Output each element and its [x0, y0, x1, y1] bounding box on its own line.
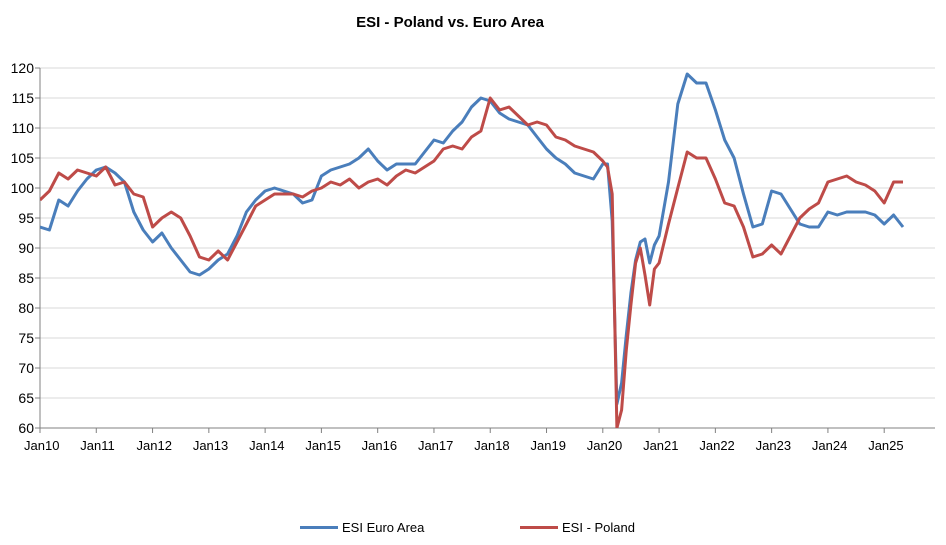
chart-title: ESI - Poland vs. Euro Area	[356, 14, 544, 31]
x-tick-label: Jan14	[249, 438, 284, 453]
x-tick-label: Jan15	[305, 438, 340, 453]
y-tick-label: 60	[18, 420, 34, 436]
x-tick-label: Jan24	[812, 438, 847, 453]
legend: ESI Euro Area ESI - Poland	[0, 520, 946, 540]
legend-swatch-poland	[520, 526, 558, 529]
axes	[39, 68, 935, 429]
y-tick-label: 115	[12, 90, 35, 106]
x-tick-label: Jan19	[531, 438, 566, 453]
x-tick-label: Jan20	[587, 438, 622, 453]
y-tick-label: 120	[11, 60, 35, 76]
x-tick-labels: Jan10 Jan11 Jan12 Jan13 Jan14 Jan15 Jan16 Jan17…	[24, 428, 904, 453]
x-tick-label: Jan12	[137, 438, 172, 453]
y-tick-label: 75	[18, 330, 34, 346]
y-tick-label: 95	[18, 210, 34, 226]
y-tick-labels: 60 65 70 75 80 85 90 95 100 105 110 115 120	[11, 60, 35, 436]
x-tick-label: Jan17	[418, 438, 453, 453]
x-tick-label: Jan25	[868, 438, 903, 453]
series-line-esi-poland	[40, 96, 903, 428]
x-tick-label: Jan22	[699, 438, 734, 453]
legend-label-euro-area: ESI Euro Area	[342, 520, 425, 535]
legend-swatch-euro-area	[300, 526, 338, 529]
legend-item-euro-area: ESI Euro Area	[300, 520, 424, 535]
y-tick-label: 105	[11, 150, 35, 166]
x-tick-label: Jan16	[362, 438, 397, 453]
legend-label-poland: ESI - Poland	[562, 520, 635, 535]
y-tick-label: 90	[18, 240, 34, 256]
x-tick-label: Jan23	[756, 438, 791, 453]
x-tick-label: Jan13	[193, 438, 228, 453]
gridlines	[35, 67, 935, 429]
series-lines	[40, 72, 905, 428]
y-tick-label: 65	[18, 390, 34, 406]
x-tick-label: Jan18	[474, 438, 509, 453]
y-tick-label: 85	[18, 270, 34, 286]
y-tick-label: 70	[18, 360, 34, 376]
x-tick-label: Jan11	[80, 438, 114, 453]
y-tick-label: 80	[18, 300, 34, 316]
legend-item-poland: ESI - Poland	[520, 520, 635, 535]
x-tick-label: Jan10	[24, 438, 59, 453]
y-tick-label: 100	[11, 180, 35, 196]
y-tick-label: 110	[12, 120, 35, 136]
series-line-esi-euro-area	[40, 72, 905, 406]
x-tick-label: Jan21	[643, 438, 678, 453]
